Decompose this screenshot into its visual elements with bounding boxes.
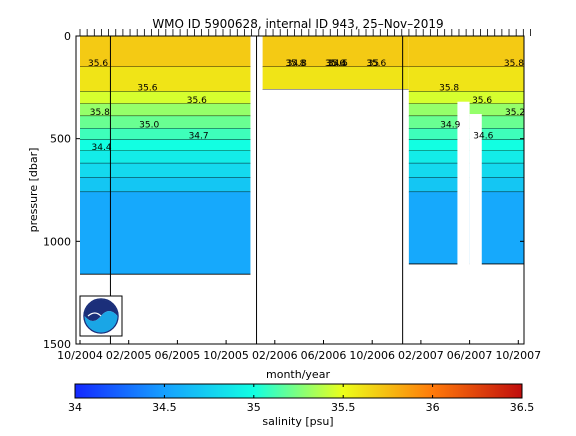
salinity-layer — [408, 66, 524, 92]
gap-area — [262, 89, 409, 344]
salinity-layer — [80, 192, 251, 275]
x-tick-label: 06/2005 — [155, 349, 201, 362]
salinity-layer — [80, 128, 251, 140]
salinity-layer — [408, 91, 524, 104]
y-axis: 0 500 1000 1500 — [43, 30, 524, 351]
x-tick-label: 10/2007 — [495, 349, 541, 362]
colorbar-tick-label: 36.5 — [510, 401, 535, 414]
profile-ticks — [79, 29, 531, 36]
x-tick-label: 02/2005 — [106, 349, 152, 362]
salinity-layer — [80, 139, 251, 151]
x-axis: 10/2004 02/2005 06/2005 10/2005 02/2006 06/20… — [57, 340, 541, 362]
contour-label: 35.6 — [325, 59, 345, 69]
gap-area — [457, 101, 470, 344]
y-tick-label: 0 — [64, 30, 71, 43]
y-tick-label: 1000 — [43, 235, 71, 248]
salinity-layer — [80, 163, 251, 178]
contour-label: 34.5 — [328, 59, 348, 69]
contour-label: 34.4 — [92, 143, 112, 153]
contour-label: 35.6 — [187, 96, 207, 106]
x-tick-label: 06/2007 — [447, 349, 493, 362]
data-gaps — [262, 89, 482, 344]
contour-label: 35.8 — [90, 108, 110, 118]
noaa-logo — [79, 295, 123, 337]
colorbar-tick-label: 34 — [68, 401, 82, 414]
contour-label: 35.8 — [504, 59, 524, 69]
contour-label: 35.6 — [137, 83, 157, 93]
contour-label: 35.8 — [439, 83, 459, 93]
colorbar — [74, 383, 523, 399]
contour-label: 35.6 — [472, 96, 492, 106]
contour-label: 35 — [368, 59, 379, 69]
salinity-layer — [262, 36, 409, 67]
salinity-layer — [80, 177, 251, 193]
contour-label: 34.9 — [440, 120, 460, 130]
x-tick-label: 10/2006 — [349, 349, 395, 362]
salinity-layer — [80, 116, 251, 129]
salinity-layer — [80, 103, 251, 117]
y-tick-label: 1500 — [43, 338, 71, 351]
colorbar-tick-label: 34.5 — [152, 401, 177, 414]
contour-label: 35.6 — [88, 59, 108, 69]
x-tick-label: 10/2005 — [203, 349, 249, 362]
contour-label: 34.6 — [473, 132, 493, 142]
contour-label: 34.7 — [189, 132, 209, 142]
salinity-layer — [408, 36, 524, 67]
salinity-layer — [80, 36, 251, 67]
salinity-field — [80, 36, 524, 275]
y-axis-label: pressure [dbar] — [27, 148, 40, 233]
contour-label: 35.6 — [366, 59, 386, 69]
gap-area — [469, 114, 482, 344]
contour-label: 34.8 — [287, 59, 307, 69]
contour-label: 35.2 — [505, 108, 525, 118]
colorbar-label: salinity [psu] — [262, 415, 333, 428]
x-tick-label: 06/2006 — [301, 349, 347, 362]
contour-label: 35.0 — [139, 120, 159, 130]
x-tick-label: 10/2004 — [57, 349, 103, 362]
salinity-layer — [80, 66, 251, 92]
colorbar-axis: 34 34.5 35 35.5 36 36.5 — [68, 384, 534, 414]
contour-label: 35.8 — [285, 59, 305, 69]
x-tick-label: 02/2006 — [252, 349, 298, 362]
salinity-layer — [262, 66, 409, 90]
chart-title: WMO ID 5900628, internal ID 943, 25–Nov–… — [152, 17, 443, 31]
x-axis-label: month/year — [266, 368, 330, 381]
contour-labels: 35.6 35.6 35.8 35.6 35.6 35.8 35.6 35.8 35.6 35.8… — [88, 59, 525, 153]
x-tick-label: 02/2007 — [398, 349, 444, 362]
colorbar-tick-label: 35.5 — [331, 401, 356, 414]
vertical-markers — [109, 36, 404, 344]
colorbar-tick-label: 35 — [247, 401, 261, 414]
salinity-layer — [80, 91, 251, 104]
salinity-layer — [80, 150, 251, 164]
y-tick-label: 500 — [50, 133, 71, 146]
colorbar-tick-label: 36 — [426, 401, 440, 414]
plot-frame — [75, 35, 525, 345]
contour-label: 35.4 — [327, 59, 347, 69]
